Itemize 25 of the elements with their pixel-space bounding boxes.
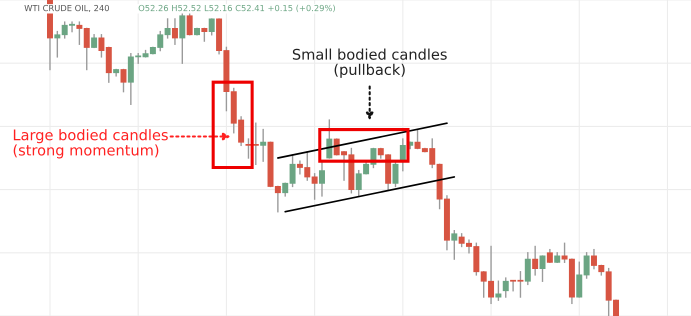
text: O52.26 H52.52 L52.16 C52.41 +0.15 (+0.29%): [138, 4, 335, 12]
candlestick: [186, 12, 193, 36]
candlestick: [120, 68, 126, 92]
annotation: Small bodied candles (pullback): [292, 48, 447, 78]
candlestick: [554, 252, 560, 263]
candlestick: [451, 230, 458, 260]
candlestick: [532, 246, 538, 276]
annotation: Large bodied candles (strong momentum): [14, 129, 168, 158]
text: WTI CRUDE OIL, 240: [24, 4, 109, 12]
candlestick: [172, 18, 178, 45]
candlestick: [260, 128, 266, 162]
candlestick: [502, 277, 509, 298]
candlestick: [326, 119, 332, 159]
candlestick: [252, 122, 259, 166]
candlestick: [495, 280, 502, 301]
candlestick: [245, 138, 252, 159]
candlestick: [392, 160, 398, 188]
candlestick: [546, 248, 553, 263]
candlestick: [540, 255, 546, 282]
candlestick: [318, 160, 325, 197]
candlestick: [91, 34, 98, 48]
candlestick: [201, 28, 208, 42]
candlestick: [524, 252, 531, 286]
candlestick: [179, 12, 186, 64]
candlestick: [208, 18, 215, 36]
